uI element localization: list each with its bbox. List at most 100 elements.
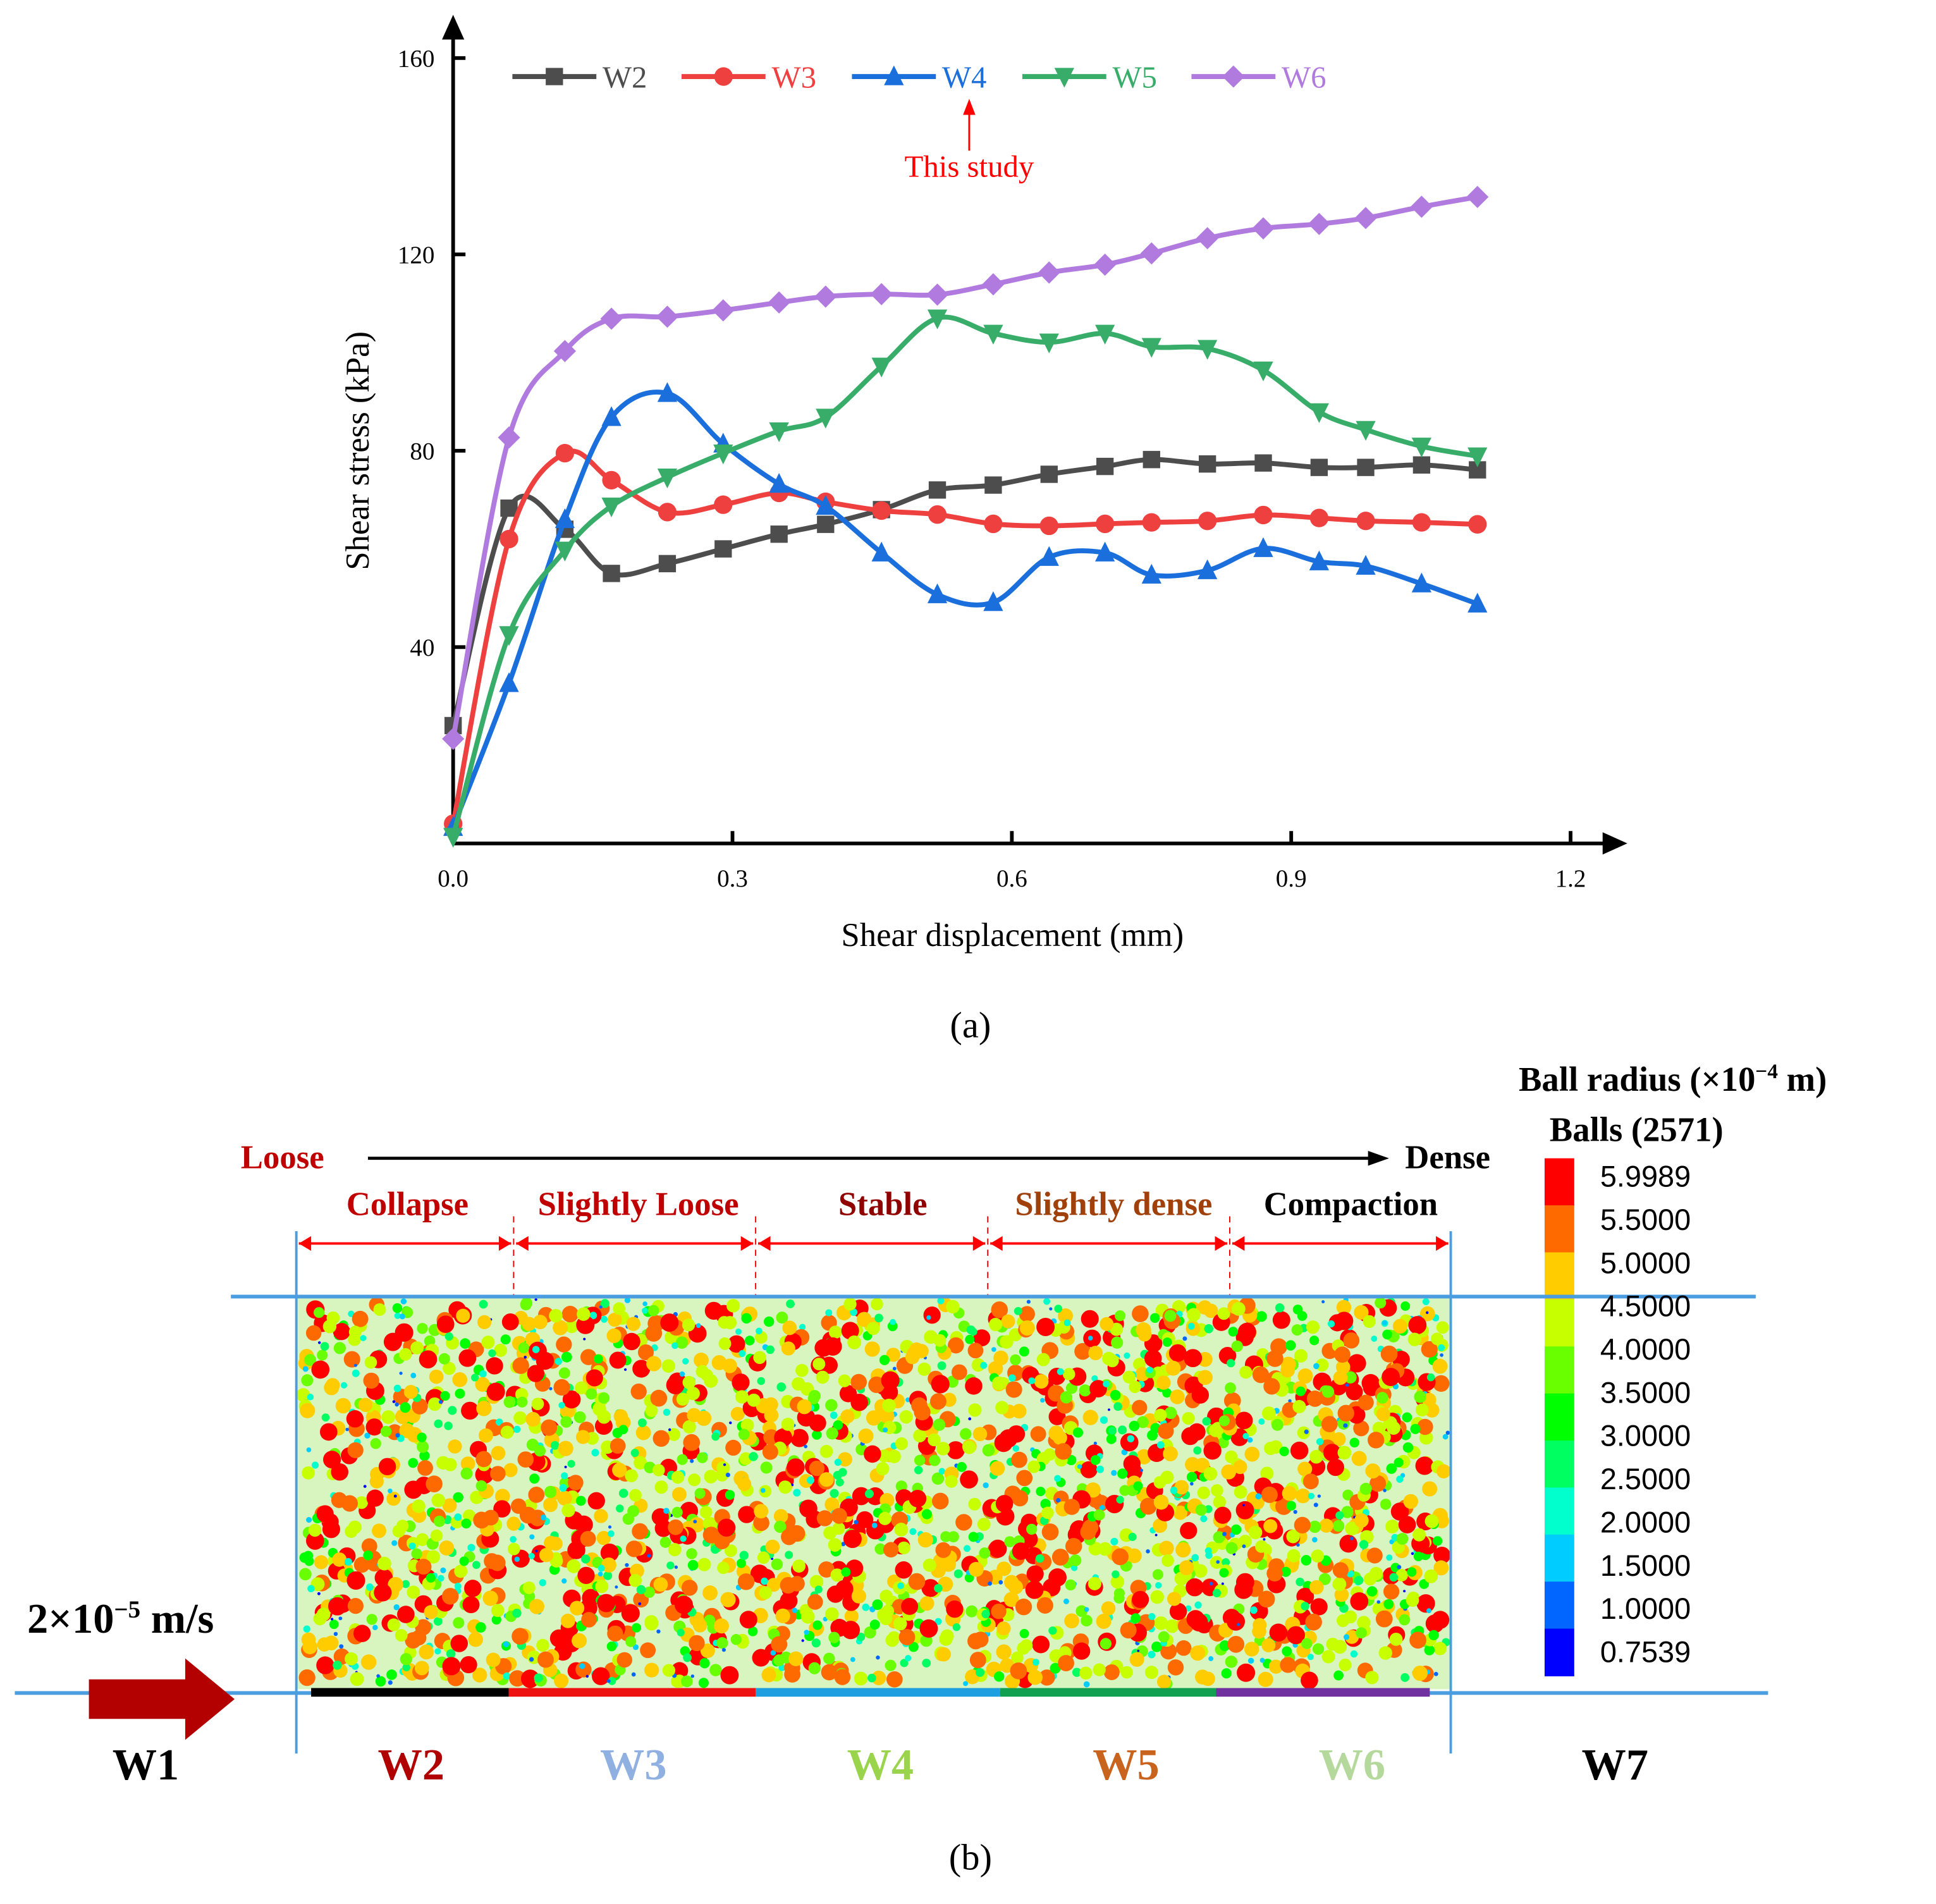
particle bbox=[296, 1388, 310, 1403]
particle bbox=[460, 1456, 475, 1471]
particle bbox=[668, 1519, 683, 1535]
particle bbox=[886, 1348, 901, 1362]
particle bbox=[937, 1297, 945, 1305]
particle bbox=[304, 1556, 314, 1566]
particle bbox=[871, 1522, 878, 1528]
particle bbox=[1016, 1470, 1033, 1487]
particle bbox=[843, 1298, 857, 1311]
particle bbox=[440, 1567, 446, 1573]
particle bbox=[840, 1409, 855, 1423]
particle bbox=[1083, 1681, 1090, 1688]
particle bbox=[1365, 1463, 1381, 1479]
particle bbox=[1198, 1300, 1212, 1315]
particle bbox=[725, 1472, 730, 1477]
particle bbox=[1154, 1408, 1167, 1422]
particle bbox=[618, 1425, 628, 1435]
particle bbox=[1225, 1450, 1238, 1464]
particle bbox=[1415, 1403, 1429, 1416]
data-point bbox=[1095, 324, 1115, 345]
particle bbox=[411, 1548, 422, 1559]
particle bbox=[1312, 1537, 1318, 1543]
particle bbox=[726, 1299, 740, 1313]
particle bbox=[1088, 1542, 1103, 1556]
particle bbox=[690, 1459, 694, 1463]
colorbar-title-unit: m) bbox=[1777, 1061, 1827, 1100]
velocity-label: 2×10−5 m/s bbox=[27, 1597, 214, 1644]
legend-item-w6: W6 bbox=[1191, 60, 1326, 95]
particle bbox=[597, 1594, 616, 1612]
data-point bbox=[871, 357, 891, 378]
particle bbox=[596, 1530, 611, 1545]
particle bbox=[399, 1348, 412, 1361]
particle bbox=[311, 1461, 319, 1469]
particle bbox=[410, 1341, 424, 1354]
particle bbox=[1415, 1456, 1434, 1475]
particle bbox=[947, 1441, 965, 1459]
data-point bbox=[984, 476, 1002, 494]
particle bbox=[1339, 1535, 1357, 1553]
particle bbox=[607, 1625, 623, 1642]
particle bbox=[1431, 1611, 1450, 1629]
particle bbox=[963, 1681, 969, 1686]
particle bbox=[1209, 1582, 1213, 1586]
particle bbox=[442, 1657, 461, 1676]
particle bbox=[427, 1397, 442, 1411]
particle bbox=[1411, 1552, 1414, 1556]
particle bbox=[1269, 1623, 1288, 1642]
particle bbox=[534, 1673, 543, 1683]
particle bbox=[812, 1620, 823, 1630]
particle bbox=[635, 1425, 651, 1440]
particle bbox=[377, 1556, 391, 1571]
particle bbox=[512, 1357, 529, 1374]
particle bbox=[572, 1633, 587, 1649]
data-point bbox=[927, 309, 948, 329]
particle bbox=[1386, 1463, 1397, 1474]
particle bbox=[593, 1354, 603, 1364]
particle bbox=[514, 1556, 520, 1563]
particle bbox=[532, 1315, 548, 1330]
particle bbox=[1004, 1536, 1015, 1547]
particle bbox=[1007, 1425, 1026, 1443]
particle bbox=[694, 1353, 709, 1368]
particle bbox=[809, 1575, 824, 1589]
particle bbox=[1350, 1650, 1358, 1658]
particle bbox=[1376, 1600, 1381, 1604]
particle bbox=[306, 1516, 312, 1523]
particle bbox=[1332, 1562, 1349, 1578]
particle bbox=[729, 1421, 732, 1425]
particle bbox=[876, 1655, 880, 1660]
particle bbox=[475, 1465, 494, 1484]
data-point bbox=[1410, 195, 1433, 218]
particle bbox=[479, 1370, 487, 1378]
particle bbox=[1248, 1525, 1263, 1540]
particle bbox=[878, 1511, 892, 1525]
particle bbox=[894, 1523, 909, 1537]
colorbar-tick-label: 0.7539 bbox=[1600, 1636, 1691, 1670]
particle bbox=[582, 1588, 600, 1607]
particle bbox=[1402, 1442, 1414, 1453]
particle bbox=[1225, 1542, 1238, 1554]
data-point bbox=[1198, 340, 1218, 360]
particle bbox=[388, 1680, 393, 1685]
particle bbox=[983, 1482, 989, 1489]
particle bbox=[1271, 1418, 1284, 1431]
particle bbox=[1354, 1513, 1369, 1528]
particle bbox=[475, 1480, 487, 1492]
particle bbox=[934, 1583, 943, 1593]
particle bbox=[1398, 1516, 1416, 1533]
particle bbox=[995, 1401, 1009, 1415]
particle bbox=[1149, 1313, 1160, 1323]
particle bbox=[1204, 1547, 1212, 1555]
particle bbox=[908, 1642, 919, 1652]
particle bbox=[973, 1329, 991, 1347]
particle bbox=[626, 1317, 640, 1331]
particle bbox=[333, 1661, 342, 1670]
legend-item-w4: W4 bbox=[852, 60, 986, 95]
particle bbox=[683, 1434, 701, 1451]
particle bbox=[1249, 1606, 1258, 1614]
density-right-label: Dense bbox=[1405, 1138, 1491, 1176]
y-tick-label: 160 bbox=[398, 45, 435, 72]
particle bbox=[364, 1432, 371, 1439]
particle bbox=[931, 1375, 950, 1394]
particle bbox=[1144, 1349, 1162, 1367]
